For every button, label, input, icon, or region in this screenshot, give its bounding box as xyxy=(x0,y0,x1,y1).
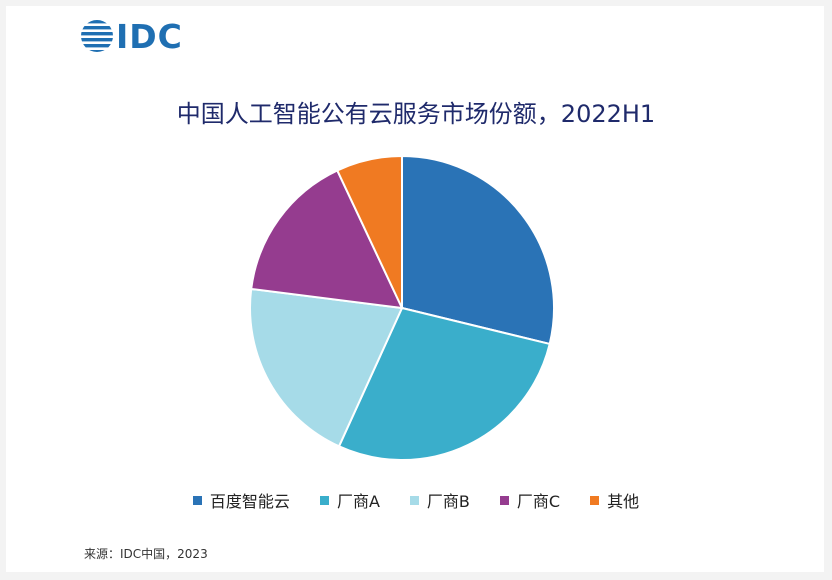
legend-item: 厂商B xyxy=(409,488,470,512)
chart-title: 中国人工智能公有云服务市场份额，2022H1 xyxy=(176,100,656,128)
legend-label: 百度智能云 xyxy=(209,492,290,511)
legend-swatch xyxy=(499,495,509,505)
pie-slice-2 xyxy=(337,306,551,461)
legend-item: 厂商A xyxy=(319,488,380,512)
globe-logo-icon xyxy=(81,20,113,52)
legend-swatch xyxy=(590,495,600,505)
legend-swatch xyxy=(192,495,202,505)
pie-slice-3 xyxy=(249,287,404,448)
idc-logo: IDC xyxy=(80,16,183,56)
legend-swatch xyxy=(409,495,419,505)
chart-legend: 百度智能云 厂商A 厂商B 厂商C 其他 xyxy=(0,488,832,512)
legend-item: 厂商C xyxy=(499,488,561,512)
legend-label: 厂商C xyxy=(516,492,561,511)
legend-swatch xyxy=(319,495,329,505)
legend-label: 厂商B xyxy=(426,492,470,511)
source-note: 来源：IDC中国，2023 xyxy=(84,547,208,561)
legend-label: 其他 xyxy=(607,492,640,511)
pie-slice-1 xyxy=(401,154,555,346)
legend-label: 厂商A xyxy=(336,492,380,511)
legend-item: 百度智能云 xyxy=(192,488,290,512)
pie-slice-4 xyxy=(250,169,404,310)
pie-slice-5 xyxy=(335,154,403,309)
logo-text: IDC xyxy=(116,16,183,56)
legend-item: 其他 xyxy=(590,488,639,512)
